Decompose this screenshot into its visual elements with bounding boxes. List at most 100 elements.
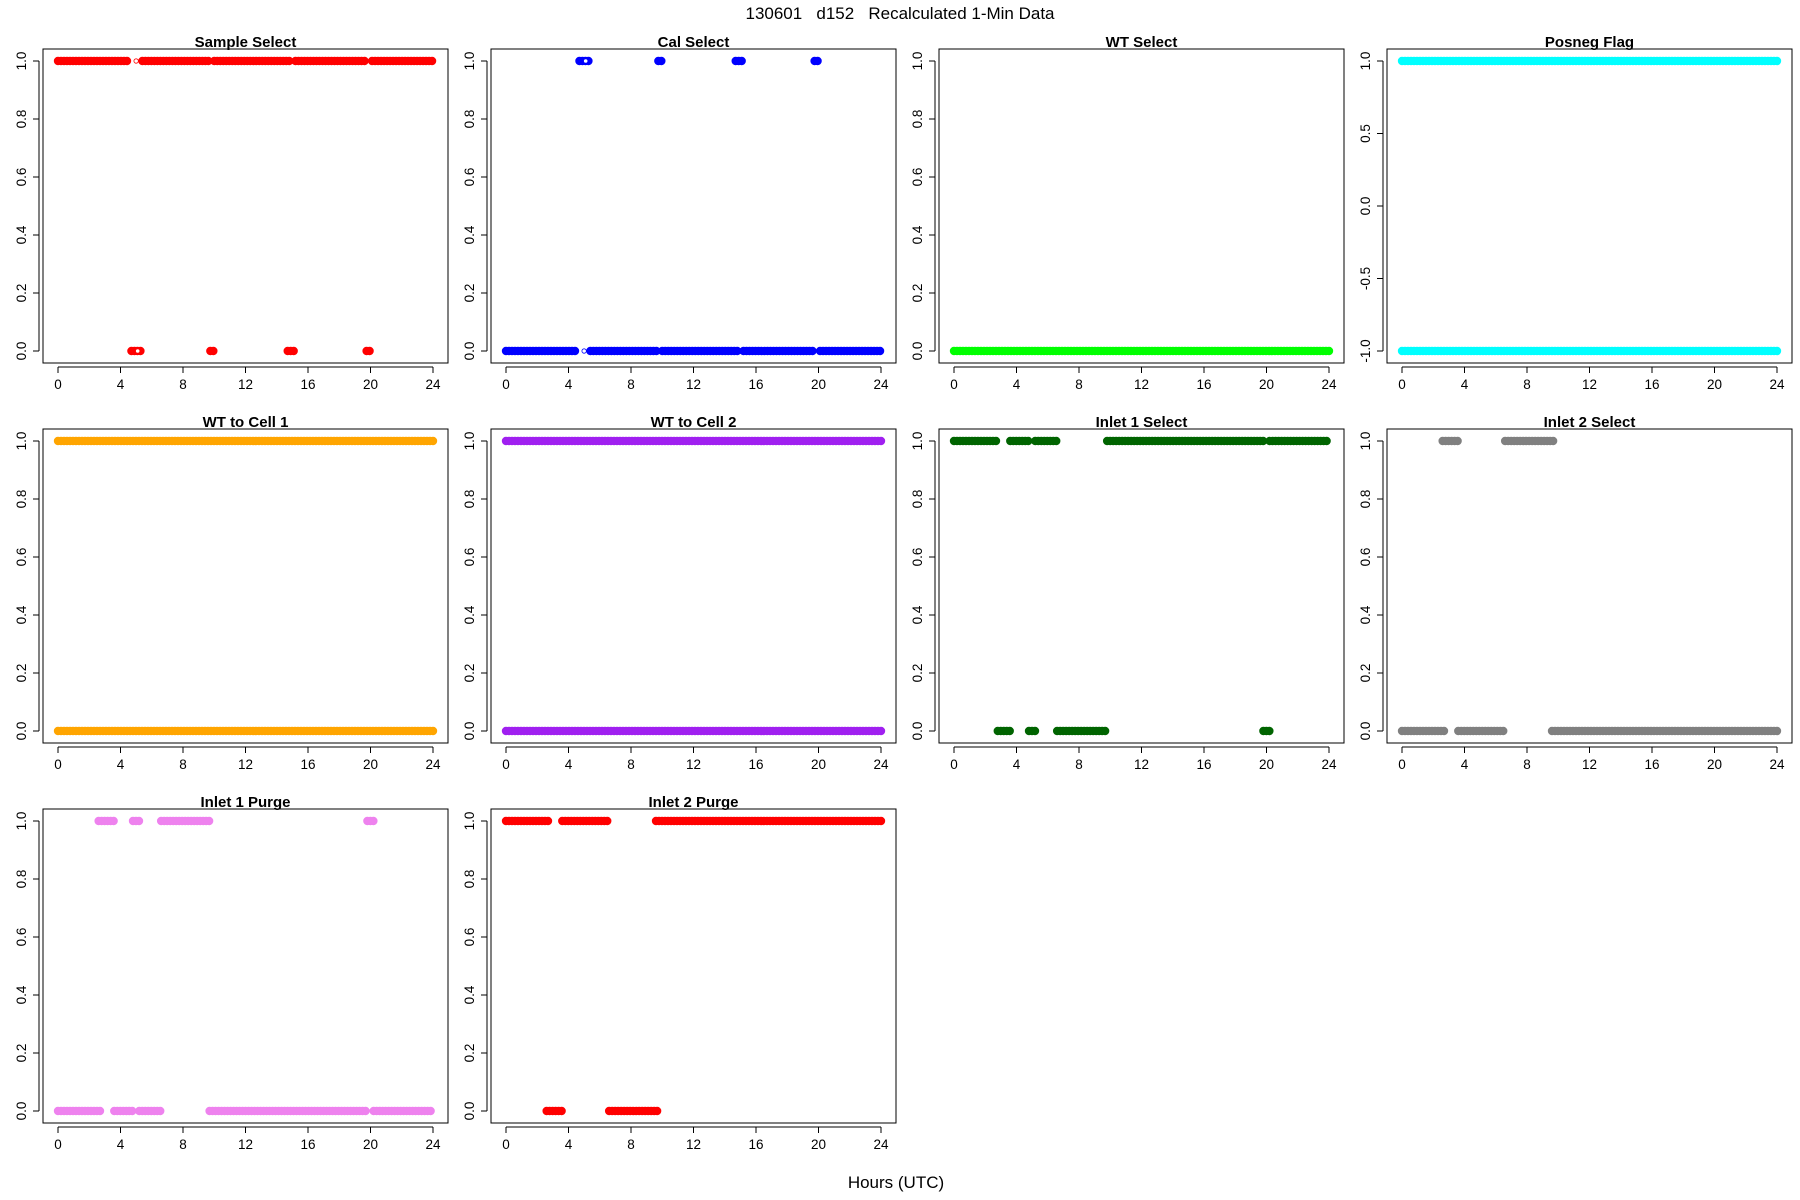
y-tick-label: 0.4 — [14, 225, 29, 244]
x-tick-label: 12 — [238, 377, 253, 392]
data-point — [285, 56, 294, 66]
x-tick-label: 24 — [873, 1137, 889, 1152]
data-point — [95, 1106, 105, 1116]
y-tick-label: 0.0 — [462, 1102, 477, 1121]
x-tick-label: 12 — [686, 757, 701, 772]
panel-title: Cal Select — [658, 34, 730, 51]
x-tick-label: 16 — [300, 377, 315, 392]
data-point — [1052, 436, 1061, 446]
data-point — [813, 56, 822, 66]
y-tick-label: 0.2 — [14, 284, 29, 303]
y-tick-label: 1.0 — [14, 52, 29, 71]
data-point — [209, 346, 218, 356]
x-tick-label: 20 — [811, 757, 826, 772]
y-tick-label: 0.8 — [910, 110, 925, 129]
y-tick-label: 0.6 — [462, 928, 477, 947]
y-tick-label: 1.0 — [1358, 52, 1373, 71]
x-tick-label: 8 — [1523, 377, 1531, 392]
y-tick-label: 0.6 — [910, 168, 925, 187]
data-point — [733, 346, 742, 356]
x-tick-label: 4 — [117, 1137, 125, 1152]
data-point — [1453, 436, 1462, 446]
y-tick-label: -1.0 — [1358, 339, 1373, 362]
x-tick-label: 16 — [1644, 377, 1659, 392]
x-tick-label: 12 — [686, 377, 701, 392]
panel: WT to Cell 2 0 4 8 12 16 20 24 0.0 0.2 0.4 0.6 0.8 1.… — [462, 414, 897, 772]
x-tick-label: 0 — [950, 757, 958, 772]
panel-title: Inlet 2 Purge — [648, 794, 738, 811]
data-point — [369, 816, 378, 826]
data-point — [657, 56, 666, 66]
plot-frame — [938, 428, 1345, 744]
x-tick-label: 8 — [179, 377, 187, 392]
x-tick-label: 0 — [54, 377, 62, 392]
y-tick-label: 0.6 — [462, 168, 477, 187]
data-point — [156, 1106, 165, 1116]
y-tick-label: 0.2 — [14, 664, 29, 683]
y-tick-label: 0.6 — [1358, 548, 1373, 567]
y-tick-label: 0.8 — [910, 490, 925, 509]
data-point — [204, 816, 214, 826]
y-tick-label: 1.0 — [910, 432, 925, 451]
panel-title: Inlet 2 Select — [1544, 414, 1636, 431]
y-tick-label: 0.8 — [462, 490, 477, 509]
x-tick-label: 4 — [1013, 377, 1021, 392]
data-point — [1499, 726, 1508, 736]
y-tick-label: 0.0 — [14, 1102, 29, 1121]
x-tick-label: 20 — [1259, 377, 1274, 392]
y-tick-label: -0.5 — [1358, 267, 1373, 290]
x-tick-label: 0 — [502, 1137, 510, 1152]
data-point — [360, 56, 369, 66]
x-tick-label: 24 — [1769, 757, 1785, 772]
x-tick-label: 0 — [1398, 377, 1406, 392]
x-tick-label: 8 — [179, 1137, 187, 1152]
data-point — [876, 436, 886, 446]
x-axis-label: Hours (UTC) — [848, 1173, 944, 1192]
data-point — [737, 56, 746, 66]
panel: Cal Select 0 4 8 12 16 20 24 0.0 0.2 0.4 0.6 0.8 1.0 — [462, 34, 897, 392]
y-tick-label: 0.2 — [910, 284, 925, 303]
x-tick-label: 0 — [1398, 757, 1406, 772]
y-tick-label: 0.4 — [462, 605, 477, 624]
y-tick-label: 1.0 — [14, 812, 29, 831]
panel-title: Posneg Flag — [1545, 34, 1634, 51]
plot-frame — [938, 48, 1345, 364]
panel-title: WT Select — [1106, 34, 1178, 51]
panel: Inlet 1 Select 0 4 8 12 16 20 24 0.0 0.2 0.4 0.6 0.8… — [910, 414, 1345, 772]
y-tick-label: 0.4 — [14, 605, 29, 624]
x-tick-label: 8 — [179, 757, 187, 772]
plot-frame — [1386, 48, 1793, 364]
plot-frame — [1386, 428, 1793, 744]
y-tick-label: 0.4 — [462, 985, 477, 1004]
y-tick-label: 0.2 — [462, 664, 477, 683]
y-tick-label: 0.6 — [14, 168, 29, 187]
y-tick-label: 0.0 — [910, 342, 925, 361]
x-tick-label: 12 — [1582, 377, 1597, 392]
y-tick-label: 0.4 — [1358, 605, 1373, 624]
y-tick-label: 0.0 — [910, 722, 925, 741]
panel: Sample Select 0 4 8 12 16 20 24 0.0 0.2 0.4 0.6 0.8 1… — [14, 34, 449, 392]
y-tick-label: 0.0 — [462, 342, 477, 361]
y-tick-label: 0.4 — [14, 985, 29, 1004]
main-title: 130601 d152 Recalculated 1-Min Data — [745, 4, 1055, 23]
x-tick-label: 16 — [1644, 757, 1659, 772]
data-point — [1005, 726, 1014, 736]
x-tick-label: 12 — [238, 757, 253, 772]
x-tick-label: 8 — [1075, 377, 1083, 392]
data-point — [603, 816, 612, 826]
panel-title: WT to Cell 1 — [203, 414, 289, 431]
data-point — [428, 726, 438, 736]
x-tick-label: 20 — [363, 377, 378, 392]
y-tick-label: 1.0 — [1358, 432, 1373, 451]
data-point — [426, 1106, 435, 1116]
x-tick-label: 20 — [1259, 757, 1274, 772]
x-tick-label: 4 — [565, 757, 573, 772]
plot-frame — [490, 48, 897, 364]
panel-grid: Sample Select 0 4 8 12 16 20 24 0.0 0.2 0.4 0.6 0.8 1… — [14, 34, 1793, 1152]
panel: Inlet 2 Purge 0 4 8 12 16 20 24 0.0 0.2 0.4 0.6 0.8 1… — [462, 794, 897, 1152]
x-tick-label: 16 — [748, 757, 763, 772]
y-tick-label: 0.8 — [14, 490, 29, 509]
data-point — [122, 56, 132, 66]
plot-frame — [490, 808, 897, 1124]
